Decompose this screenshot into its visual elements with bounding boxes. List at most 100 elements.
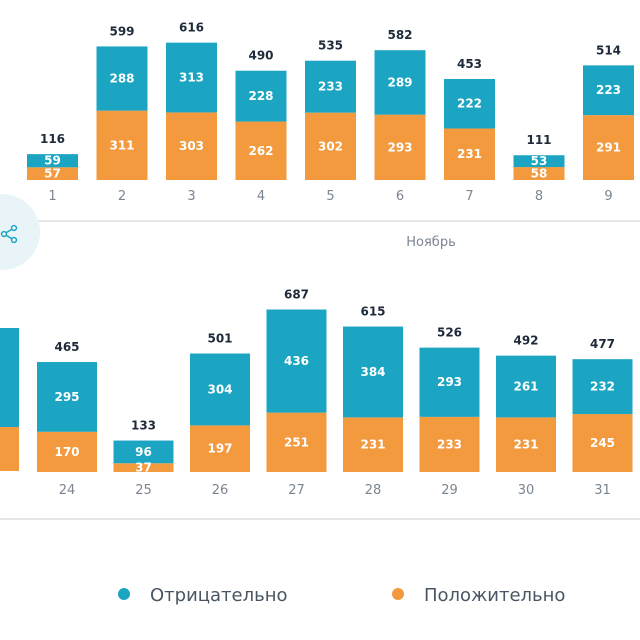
bottom-bars: 170 295 465 24 37 96 133 25 197 304 501 26 251 436 687… (37, 288, 633, 498)
legend-swatch-positive (392, 588, 404, 600)
label-negative-5: 233 (318, 80, 343, 94)
legend-label-negative: Отрицательно (150, 585, 288, 606)
label-negative-31: 232 (590, 380, 615, 394)
label-negative-3: 313 (179, 71, 204, 85)
month-label: Ноябрь (406, 235, 455, 250)
label-positive-2: 311 (109, 138, 134, 152)
label-negative-1: 59 (44, 154, 61, 168)
bar-positive-31 (572, 414, 633, 472)
legend-item-negative[interactable]: Отрицательно (118, 585, 288, 606)
share-button[interactable] (0, 194, 40, 270)
bar-negative-1 (27, 154, 78, 168)
chart-bottom: 170 295 465 24 37 96 133 25 197 304 501 26 251 436 687… (0, 288, 640, 520)
legend-label-positive: Положительно (424, 585, 565, 606)
label-positive-24: 170 (54, 445, 79, 459)
bar-positive-4 (235, 121, 287, 180)
clipped-bar-negative (0, 328, 19, 427)
label-negative-29: 293 (437, 375, 462, 389)
tick-label-9: 9 (604, 189, 612, 204)
bar-negative-7 (444, 78, 495, 129)
bar-negative-30 (496, 355, 556, 418)
label-total-2: 599 (109, 24, 134, 38)
legend: Отрицательно Положительно (118, 585, 565, 606)
label-total-8: 111 (526, 133, 551, 147)
label-negative-26: 304 (207, 382, 232, 396)
label-negative-7: 222 (457, 97, 482, 111)
bar-negative-3 (166, 42, 217, 113)
label-negative-30: 261 (513, 380, 538, 394)
label-total-27: 687 (284, 288, 309, 302)
label-positive-8: 58 (531, 167, 548, 181)
label-negative-24: 295 (54, 390, 79, 404)
label-negative-2: 288 (109, 72, 134, 86)
bar-positive-7 (444, 128, 495, 180)
label-positive-30: 231 (513, 438, 538, 452)
bar-negative-25 (113, 440, 174, 464)
label-positive-4: 262 (248, 144, 273, 158)
bar-negative-4 (235, 70, 287, 122)
bar-positive-27 (266, 412, 327, 472)
share-button-bg (0, 194, 40, 270)
label-total-31: 477 (590, 337, 615, 351)
tick-label-31: 31 (594, 483, 611, 498)
bar-negative-5 (305, 60, 356, 113)
label-positive-28: 231 (360, 438, 385, 452)
bar-positive-9 (583, 115, 634, 180)
label-total-3: 616 (179, 21, 204, 35)
label-positive-3: 303 (179, 139, 204, 153)
bar-positive-8 (513, 167, 565, 180)
bar-positive-6 (374, 114, 426, 180)
tick-label-28: 28 (365, 483, 382, 498)
tick-label-6: 6 (396, 189, 404, 204)
label-negative-6: 289 (387, 75, 412, 89)
tick-label-29: 29 (441, 483, 458, 498)
label-positive-6: 293 (387, 140, 412, 154)
bar-positive-26 (190, 425, 250, 472)
bar-positive-2 (96, 110, 148, 180)
label-total-7: 453 (457, 57, 482, 71)
label-negative-8: 53 (531, 154, 548, 168)
label-positive-7: 231 (457, 147, 482, 161)
label-negative-27: 436 (284, 354, 309, 368)
bar-negative-8 (513, 155, 565, 168)
bar-positive-1 (27, 167, 78, 180)
bar-positive-28 (343, 417, 403, 472)
label-positive-27: 251 (284, 435, 309, 449)
label-negative-25: 96 (135, 445, 152, 459)
tick-label-1: 1 (48, 189, 56, 204)
label-positive-9: 291 (596, 141, 621, 155)
label-total-30: 492 (513, 334, 538, 348)
label-total-5: 535 (318, 39, 343, 53)
tick-label-24: 24 (59, 483, 76, 498)
tick-label-3: 3 (187, 189, 195, 204)
bar-positive-5 (305, 112, 356, 180)
top-bars: 5759116131128859923033136163262228490430… (27, 21, 634, 204)
bar-positive-24 (37, 431, 97, 472)
share-icon (0, 224, 18, 244)
tick-label-4: 4 (257, 189, 265, 204)
bar-negative-2 (96, 46, 148, 111)
bar-negative-24 (37, 362, 97, 432)
label-total-29: 526 (437, 326, 462, 340)
tick-label-25: 25 (135, 483, 152, 498)
label-positive-25: 37 (135, 461, 152, 475)
label-positive-26: 197 (207, 442, 232, 456)
chart-top: 5759116131128859923033136163262228490430… (0, 21, 640, 270)
label-total-26: 501 (207, 332, 232, 346)
label-total-9: 514 (596, 43, 621, 57)
bar-negative-6 (374, 50, 426, 115)
label-total-1: 116 (40, 132, 65, 146)
tick-label-26: 26 (212, 483, 229, 498)
bar-positive-29 (419, 416, 480, 472)
bar-positive-30 (496, 417, 556, 472)
bar-negative-31 (572, 359, 633, 415)
bar-negative-29 (419, 347, 480, 417)
tick-label-5: 5 (326, 189, 334, 204)
label-total-24: 465 (54, 340, 79, 354)
legend-item-positive[interactable]: Положительно (392, 585, 565, 606)
legend-swatch-negative (118, 588, 130, 600)
bar-negative-27 (266, 309, 327, 413)
tick-label-30: 30 (518, 483, 535, 498)
bar-positive-3 (166, 112, 217, 180)
tick-label-8: 8 (535, 189, 543, 204)
